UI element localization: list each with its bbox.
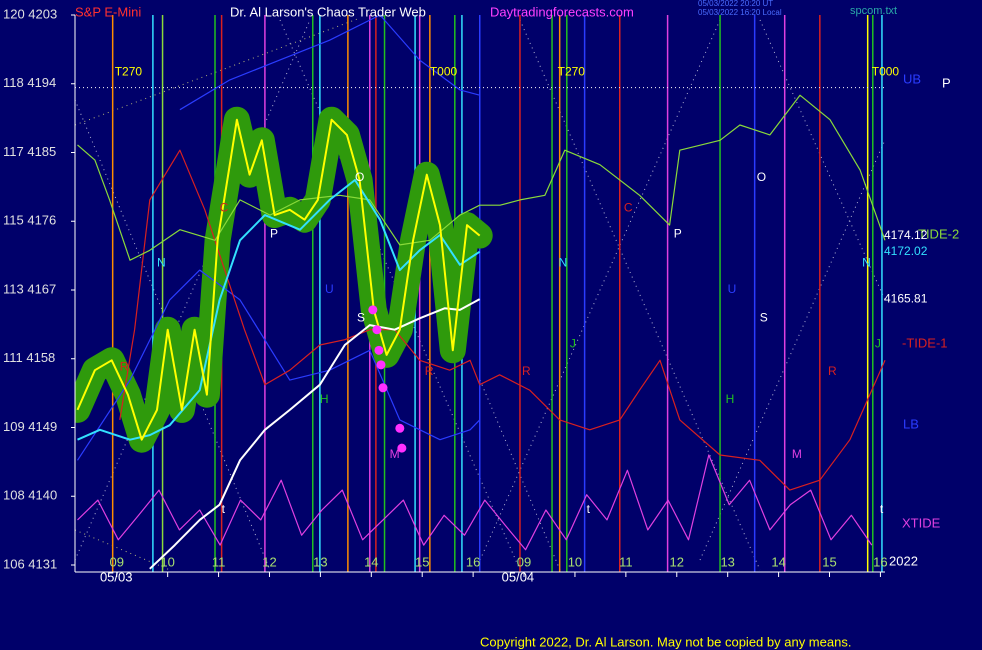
annotation: t [587, 502, 591, 516]
annotation: P [674, 226, 682, 240]
legend-label: TIDE-2 [918, 226, 959, 241]
x-tick-label: 11 [212, 554, 226, 569]
annotation: C [624, 200, 633, 214]
annotation: R [828, 364, 837, 378]
series-line [77, 94, 886, 261]
event-dot [372, 325, 382, 335]
y-tick-label: 120 4203 [3, 6, 57, 21]
annotation: T270 [558, 64, 586, 78]
annotation: T270 [115, 64, 143, 78]
x-tick-label: 10 [160, 554, 174, 569]
last-value: 4165.81 [884, 291, 928, 305]
annotation: J [875, 336, 881, 350]
x-tick-label: 15 [415, 554, 429, 569]
last-value: 4172.02 [884, 244, 928, 258]
x-tick-label: 09 [110, 554, 124, 569]
series-line [179, 14, 480, 111]
site: Daytradingforecasts.com [490, 4, 634, 19]
y-tick-label: 118 4194 [3, 75, 56, 90]
date-label: 05/03 [100, 569, 133, 584]
annotation: S [357, 310, 365, 324]
annotation: T000 [872, 64, 900, 78]
x-tick-label: 09 [517, 554, 531, 569]
y-tick-label: 111 4158 [3, 350, 55, 365]
y-tick-label: 106 4131 [3, 556, 57, 571]
series-line [76, 118, 481, 441]
annotation: O [757, 170, 766, 184]
annotation: J [570, 336, 576, 350]
annotation: U [728, 282, 737, 296]
symbol: S&P E-Mini [75, 4, 141, 19]
x-tick-label: 15 [822, 554, 836, 569]
series-line [76, 269, 481, 461]
date-label: 05/04 [502, 569, 535, 584]
annotation: U [325, 282, 334, 296]
annotation: H [726, 392, 735, 406]
series-line [77, 179, 481, 441]
event-dot [397, 443, 407, 453]
x-tick-label: 14 [364, 554, 378, 569]
annotation: M [792, 447, 802, 461]
file-name: spcom.txt [850, 5, 897, 17]
y-tick-label: 117 4185 [3, 144, 56, 159]
y-tick-label: 108 4140 [3, 488, 57, 503]
annotation: O [355, 170, 364, 184]
x-tick-label: 13 [313, 554, 327, 569]
y-tick-label: 113 4167 [3, 281, 56, 296]
timestamp: 05/03/2022 16:20 Local [698, 8, 782, 17]
annotation: N [862, 255, 871, 269]
y-tick-label: 115 4176 [3, 213, 56, 228]
event-dot [368, 305, 378, 315]
annotation: R [522, 364, 531, 378]
annotation: M [390, 447, 400, 461]
y-tick-label: 109 4149 [3, 419, 57, 434]
annotation: T000 [430, 64, 458, 78]
guide-line [75, 19, 311, 561]
series-line [77, 454, 873, 551]
x-tick-label: 13 [720, 554, 734, 569]
guide-line [479, 19, 721, 561]
chart-title: Dr. Al Larson's Chaos Trader Web [230, 4, 426, 19]
annotation: t [880, 502, 884, 516]
annotation: P [270, 226, 278, 240]
annotation: N [559, 255, 568, 269]
legend-label: XTIDE [902, 515, 941, 530]
annotation: N [157, 255, 166, 269]
annotation: C [220, 200, 229, 214]
legend-label: -TIDE-1 [902, 335, 948, 350]
x-tick-label: 14 [771, 554, 785, 569]
year: 2022 [889, 553, 918, 568]
event-dot [376, 360, 386, 370]
guide-line [75, 17, 361, 126]
plot-area [75, 14, 886, 572]
event-dot [395, 423, 405, 433]
last-value: 4174.12 [884, 228, 928, 242]
legend-label: UB [903, 71, 921, 86]
guide-line [759, 19, 886, 301]
event-dot [374, 345, 384, 355]
x-tick-label: 11 [619, 554, 633, 569]
x-tick-label: 12 [262, 554, 276, 569]
annotation: S [760, 310, 768, 324]
annotation: t [222, 502, 226, 516]
timestamp: 05/03/2022 20:20 UT [698, 0, 773, 8]
legend-label: LB [903, 416, 919, 431]
annotation: R [120, 359, 129, 373]
series-line [119, 149, 886, 491]
series-line [149, 298, 481, 570]
copyright: Copyright 2022, Dr. Al Larson. May not b… [480, 634, 851, 649]
x-tick-label: 12 [670, 554, 684, 569]
event-dot [378, 383, 388, 393]
x-tick-label: 16 [466, 554, 480, 569]
right-marker: P [942, 75, 951, 90]
annotation: H [320, 392, 329, 406]
annotation: R [425, 364, 434, 378]
x-tick-label: 16 [873, 554, 887, 569]
x-tick-label: 10 [568, 554, 582, 569]
